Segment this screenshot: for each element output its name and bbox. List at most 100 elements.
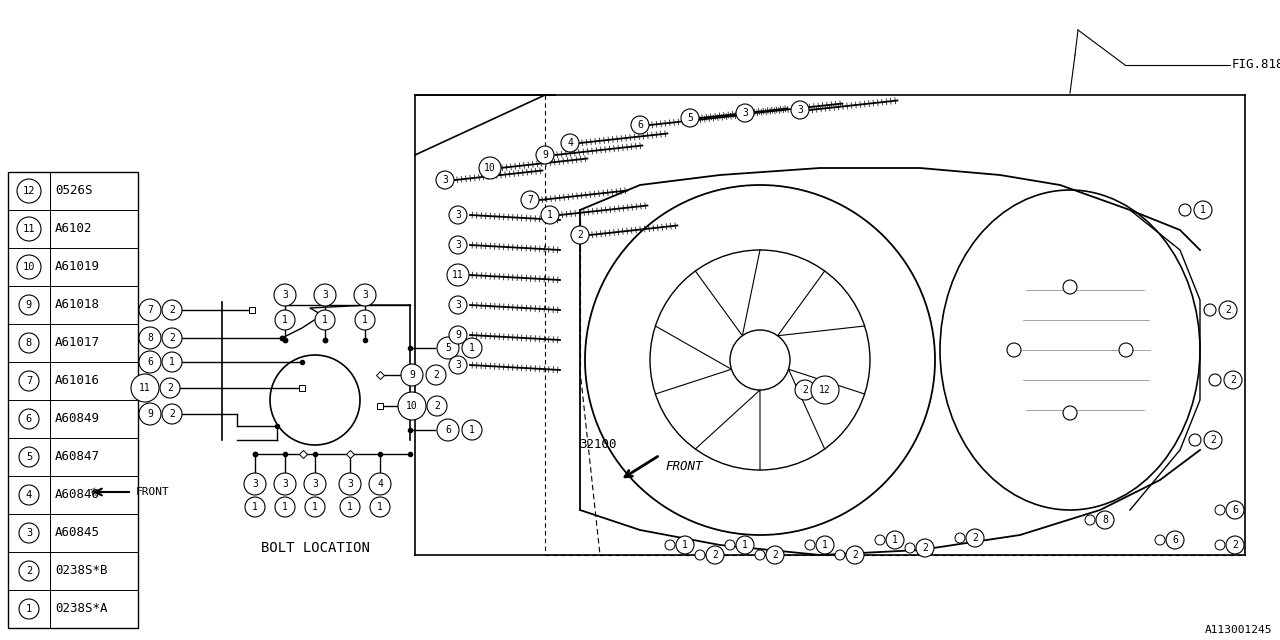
Circle shape bbox=[19, 409, 38, 429]
Text: A60847: A60847 bbox=[55, 451, 100, 463]
Circle shape bbox=[955, 533, 965, 543]
Circle shape bbox=[17, 179, 41, 203]
Text: 5: 5 bbox=[26, 452, 32, 462]
Circle shape bbox=[571, 226, 589, 244]
Circle shape bbox=[462, 338, 483, 358]
Circle shape bbox=[805, 540, 815, 550]
Circle shape bbox=[736, 536, 754, 554]
Text: A61017: A61017 bbox=[55, 337, 100, 349]
Circle shape bbox=[398, 392, 426, 420]
Text: 5: 5 bbox=[445, 343, 451, 353]
Circle shape bbox=[541, 206, 559, 224]
Text: 2: 2 bbox=[922, 543, 928, 553]
Circle shape bbox=[1215, 505, 1225, 515]
Circle shape bbox=[886, 531, 904, 549]
Text: BOLT LOCATION: BOLT LOCATION bbox=[261, 541, 370, 555]
Circle shape bbox=[1215, 540, 1225, 550]
Text: 3: 3 bbox=[347, 479, 353, 489]
Circle shape bbox=[755, 550, 765, 560]
Text: 2: 2 bbox=[803, 385, 808, 395]
Text: 2: 2 bbox=[169, 409, 175, 419]
Circle shape bbox=[846, 546, 864, 564]
Circle shape bbox=[140, 351, 161, 373]
Circle shape bbox=[1166, 531, 1184, 549]
Text: 10: 10 bbox=[406, 401, 417, 411]
Circle shape bbox=[676, 536, 694, 554]
Text: 2: 2 bbox=[712, 550, 718, 560]
Circle shape bbox=[355, 284, 376, 306]
Text: 8: 8 bbox=[1102, 515, 1108, 525]
Text: 0238S*A: 0238S*A bbox=[55, 602, 108, 616]
Text: 3: 3 bbox=[26, 528, 32, 538]
Text: 10: 10 bbox=[23, 262, 36, 272]
Text: 32100: 32100 bbox=[580, 438, 617, 451]
Text: 1: 1 bbox=[1201, 205, 1206, 215]
Text: 2: 2 bbox=[1230, 375, 1236, 385]
Text: 3: 3 bbox=[282, 290, 288, 300]
Circle shape bbox=[163, 352, 182, 372]
Circle shape bbox=[795, 380, 815, 400]
Circle shape bbox=[695, 550, 705, 560]
Text: 3: 3 bbox=[252, 479, 259, 489]
Circle shape bbox=[274, 284, 296, 306]
Text: 5: 5 bbox=[687, 113, 692, 123]
Text: 10: 10 bbox=[484, 163, 495, 173]
Text: 2: 2 bbox=[169, 333, 175, 343]
Text: 2: 2 bbox=[1233, 540, 1238, 550]
Text: 2: 2 bbox=[26, 566, 32, 576]
Circle shape bbox=[724, 540, 735, 550]
Circle shape bbox=[436, 171, 454, 189]
Circle shape bbox=[160, 378, 180, 398]
Text: 6: 6 bbox=[445, 425, 451, 435]
Text: A61018: A61018 bbox=[55, 298, 100, 312]
Circle shape bbox=[817, 536, 835, 554]
Text: 1: 1 bbox=[892, 535, 899, 545]
Circle shape bbox=[561, 134, 579, 152]
Text: 1: 1 bbox=[282, 315, 288, 325]
Text: 3: 3 bbox=[456, 210, 461, 220]
Circle shape bbox=[1226, 536, 1244, 554]
Text: 2: 2 bbox=[772, 550, 778, 560]
Text: A60849: A60849 bbox=[55, 413, 100, 426]
Text: 2: 2 bbox=[168, 383, 173, 393]
Circle shape bbox=[340, 497, 360, 517]
Circle shape bbox=[905, 543, 915, 553]
Circle shape bbox=[966, 529, 984, 547]
Text: 4: 4 bbox=[378, 479, 383, 489]
Circle shape bbox=[305, 473, 326, 495]
Circle shape bbox=[275, 310, 294, 330]
Circle shape bbox=[1194, 201, 1212, 219]
Text: 7: 7 bbox=[527, 195, 532, 205]
Text: 11: 11 bbox=[23, 224, 36, 234]
Text: 2: 2 bbox=[972, 533, 978, 543]
Circle shape bbox=[355, 310, 375, 330]
Circle shape bbox=[19, 447, 38, 467]
Circle shape bbox=[536, 146, 554, 164]
Circle shape bbox=[140, 327, 161, 349]
Circle shape bbox=[462, 420, 483, 440]
Text: 2: 2 bbox=[1210, 435, 1216, 445]
Text: 1: 1 bbox=[347, 502, 353, 512]
Circle shape bbox=[19, 371, 38, 391]
Circle shape bbox=[428, 396, 447, 416]
Circle shape bbox=[730, 330, 790, 390]
Text: 4: 4 bbox=[26, 490, 32, 500]
Circle shape bbox=[274, 473, 296, 495]
Text: 3: 3 bbox=[442, 175, 448, 185]
Bar bbox=[8, 172, 138, 628]
Text: 7: 7 bbox=[26, 376, 32, 386]
Text: 3: 3 bbox=[742, 108, 748, 118]
Circle shape bbox=[436, 337, 460, 359]
Circle shape bbox=[1062, 280, 1076, 294]
Circle shape bbox=[19, 561, 38, 581]
Text: 6: 6 bbox=[1233, 505, 1238, 515]
Circle shape bbox=[401, 364, 422, 386]
Text: A6102: A6102 bbox=[55, 223, 92, 236]
Circle shape bbox=[140, 403, 161, 425]
Circle shape bbox=[449, 356, 467, 374]
Circle shape bbox=[707, 546, 724, 564]
Text: 9: 9 bbox=[456, 330, 461, 340]
Circle shape bbox=[666, 540, 675, 550]
Circle shape bbox=[835, 550, 845, 560]
Circle shape bbox=[1085, 515, 1094, 525]
